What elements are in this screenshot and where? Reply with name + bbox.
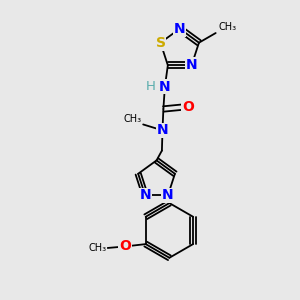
Text: CH₃: CH₃ xyxy=(88,243,107,253)
Text: N: N xyxy=(174,22,185,36)
Text: N: N xyxy=(157,123,168,137)
Text: H: H xyxy=(146,80,155,93)
Text: CH₃: CH₃ xyxy=(124,114,142,124)
Text: N: N xyxy=(186,58,197,72)
Text: N: N xyxy=(159,80,171,94)
Text: O: O xyxy=(119,239,131,254)
Text: S: S xyxy=(155,36,166,50)
Text: O: O xyxy=(182,100,194,114)
Text: N: N xyxy=(140,188,151,203)
Text: N: N xyxy=(162,188,174,203)
Text: CH₃: CH₃ xyxy=(218,22,236,32)
